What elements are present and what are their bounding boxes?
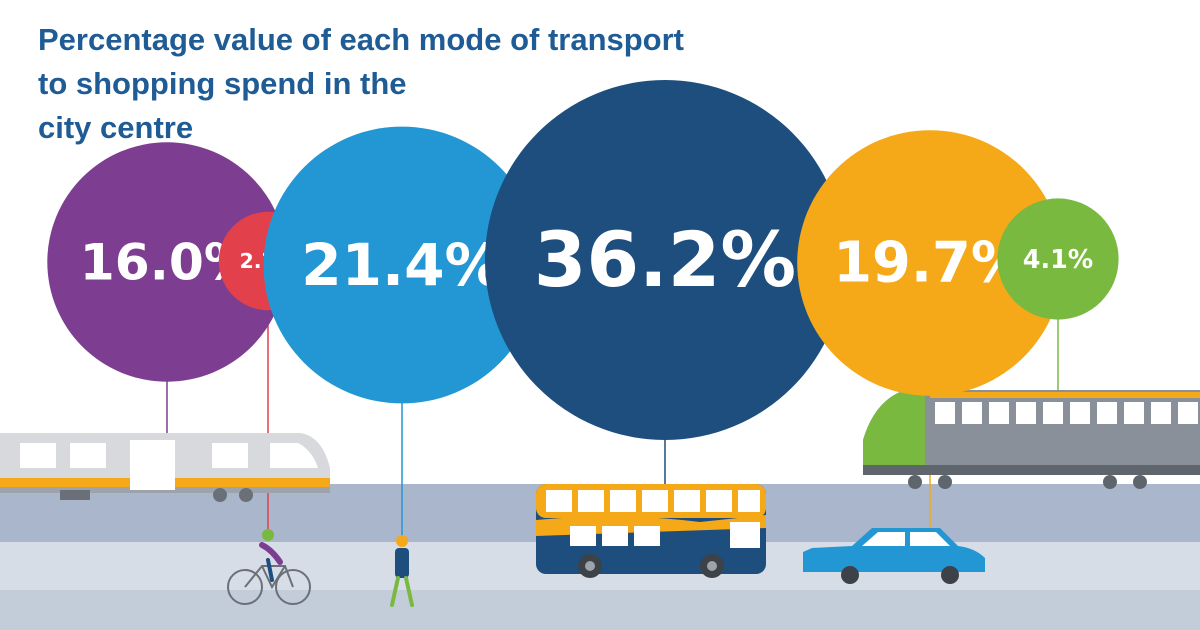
bubble-tram <box>47 142 287 382</box>
car-icon <box>803 528 985 584</box>
bubble-walk <box>263 126 541 404</box>
pedestrian-icon <box>390 535 414 607</box>
tram-icon <box>0 433 330 502</box>
bubble-chart: 16.0%2.7%21.4%36.2%19.7%4.1% <box>47 80 1119 440</box>
lower-band <box>0 590 1200 630</box>
bus-icon <box>536 484 766 578</box>
title-line-3: city centre <box>38 110 194 145</box>
bubble-label-train: 4.1% <box>1023 244 1093 274</box>
chart-title: Percentage value of each mode of transpo… <box>38 18 838 150</box>
title-line-2: to shopping spend in the <box>38 66 407 101</box>
bubble-car <box>797 130 1063 396</box>
bubble-label-walk: 21.4% <box>301 231 503 299</box>
bubble-label-car: 19.7% <box>833 231 1027 296</box>
train-icon <box>863 390 1200 489</box>
bubble-bus <box>485 80 845 440</box>
bubble-train <box>997 198 1119 320</box>
title-line-1: Percentage value of each mode of transpo… <box>38 22 685 57</box>
bicycle-icon <box>227 529 311 605</box>
bubble-label-bus: 36.2% <box>534 216 796 304</box>
